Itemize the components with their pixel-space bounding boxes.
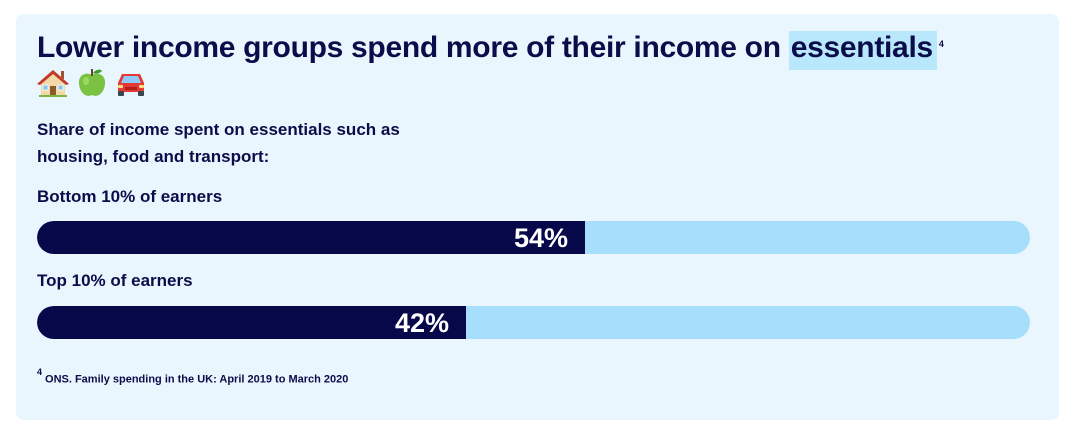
essentials-icons: [37, 68, 147, 98]
footnote: 4ONS. Family spending in the UK: April 2…: [37, 367, 349, 386]
title-highlight: essentials: [788, 31, 937, 70]
bar-track: 54%: [37, 221, 1030, 254]
title-footnote-ref: 4: [938, 39, 944, 49]
chart-card: Lower income groups spend more of their …: [16, 14, 1059, 420]
title-text: Lower income groups spend more of their …: [37, 31, 789, 64]
house-icon: [37, 70, 69, 97]
bar-fill: [37, 221, 585, 254]
footnote-text: ONS. Family spending in the UK: April 20…: [45, 373, 349, 386]
chart-subtitle: Share of income spent on essentials such…: [37, 120, 400, 166]
car-icon: [118, 74, 144, 96]
bar-label: Top 10% of earners: [37, 271, 193, 290]
page-title: Lower income groups spend more of their …: [37, 30, 944, 70]
bar-track: 42%: [37, 306, 1030, 339]
bar-value-label: 54%: [513, 223, 568, 253]
bar-fill: [37, 306, 466, 339]
bar-label: Bottom 10% of earners: [37, 187, 223, 206]
apple-icon: [78, 69, 106, 96]
footnote-ref: 4: [37, 367, 43, 377]
bar-value-label: 42%: [394, 308, 449, 338]
